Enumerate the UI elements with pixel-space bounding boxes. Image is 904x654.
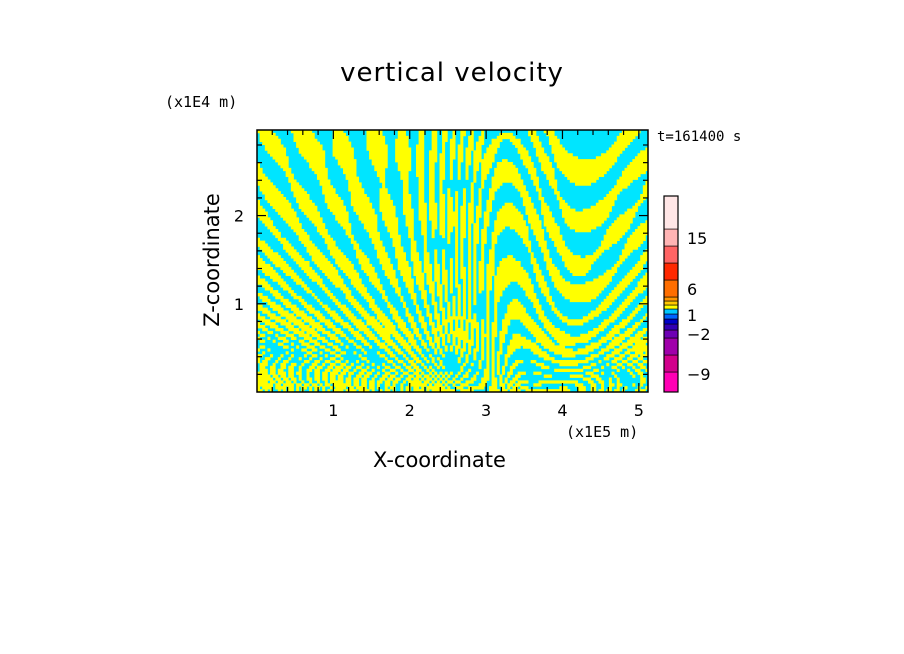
colorbar-swatch	[663, 354, 679, 373]
colorbar-label: 6	[687, 280, 697, 299]
x-axis-multiplier: (x1E5 m)	[566, 423, 639, 441]
colorbar-swatch	[663, 308, 679, 315]
colorbar-swatch	[663, 304, 679, 310]
colorbar-label: 15	[687, 229, 707, 248]
y-axis-multiplier: (x1E4 m)	[165, 93, 238, 111]
colorbar-frame	[663, 195, 679, 393]
colorbar-swatch	[663, 245, 679, 264]
x-tick-label: 2	[405, 401, 415, 420]
plot-frame	[256, 129, 649, 393]
colorbar: −9 −21 6 15	[663, 195, 711, 393]
colorbar-label: −2	[687, 325, 711, 344]
colorbar-swatch	[663, 262, 679, 281]
time-label: t=161400 s	[657, 129, 742, 145]
colorbar-swatch	[663, 300, 679, 306]
x-axis-label: X-coordinate	[373, 448, 506, 472]
colorbar-swatch	[663, 279, 679, 298]
y-tick-label: 2	[234, 207, 244, 226]
y-tick-label: 1	[234, 295, 244, 314]
colorbar-label: −9	[687, 365, 711, 384]
y-axis-label: Z-coordinate	[200, 193, 224, 327]
colorbar-swatch	[663, 313, 679, 320]
positive-velocity-regions	[257, 130, 648, 392]
velocity-field	[257, 130, 648, 392]
chart-title: vertical velocity	[340, 58, 564, 88]
x-tick-label: 3	[481, 401, 491, 420]
colorbar-label: 1	[687, 306, 697, 325]
colorbar-swatch	[663, 337, 679, 356]
x-axis-ticks: 1 2 3 4 5	[271, 130, 644, 420]
x-tick-label: 5	[634, 401, 644, 420]
colorbar-swatch	[663, 296, 679, 302]
colorbar-swatch	[663, 318, 679, 325]
y-axis-ticks: 12	[234, 144, 648, 375]
colorbar-swatch	[663, 323, 679, 331]
colorbar-swatch	[663, 228, 679, 247]
colorbar-swatch	[663, 329, 679, 339]
colorbar-swatch	[663, 371, 679, 393]
x-tick-label: 1	[328, 401, 338, 420]
colorbar-swatch	[663, 195, 679, 230]
x-tick-label: 4	[557, 401, 567, 420]
